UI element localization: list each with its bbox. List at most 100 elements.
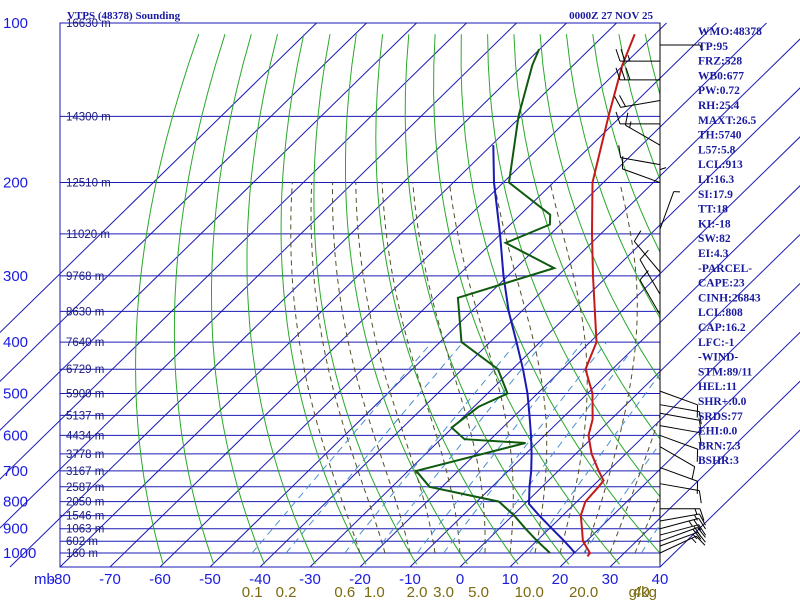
moist-adiabat — [331, 182, 411, 554]
index-entry: SRDS:77 — [698, 411, 743, 423]
height-label: 6729 m — [66, 364, 104, 376]
isotherm-line — [159, 22, 717, 568]
index-entry: FRZ:528 — [698, 56, 742, 68]
isotherm-line — [309, 87, 800, 568]
adiabat-lines — [135, 34, 660, 565]
dry-adiabat — [460, 34, 660, 554]
wind-barb — [659, 527, 706, 542]
sounding-profiles — [414, 33, 636, 558]
isotherm-line — [559, 331, 800, 568]
mixing-ratio-label: 20.0 — [569, 584, 598, 600]
index-entry: TT:18 — [698, 204, 728, 216]
temperature-tick-label: -80 — [49, 571, 71, 588]
isotherm-line — [0, 22, 467, 480]
isotherm-line — [359, 136, 800, 568]
height-label: 2050 m — [66, 497, 104, 509]
wind-barb — [659, 483, 702, 504]
wind-barbs — [614, 23, 707, 563]
isotherm-line — [0, 22, 417, 431]
index-entry: SI:17.9 — [698, 189, 733, 201]
dry-adiabat — [280, 34, 367, 565]
wind-barb — [659, 425, 702, 446]
height-label: 1546 m — [66, 511, 104, 523]
wind-barb — [659, 167, 667, 210]
isotherm-line — [109, 22, 667, 568]
wind-barb — [659, 517, 707, 531]
index-entry: EI:4.3 — [698, 248, 729, 260]
isotherm-line — [659, 429, 800, 568]
index-entry: CINH:26843 — [698, 292, 761, 304]
height-label: 4434 m — [66, 430, 104, 442]
dry-adiabat — [173, 34, 226, 565]
wind-barb — [615, 48, 660, 62]
temperature-tick-label: 20 — [552, 571, 569, 588]
mixing-ratio-line — [583, 442, 660, 554]
temperature-tick-label: -10 — [399, 571, 421, 588]
stability-indices: WMO:48378 TP:95 FRZ:528 WB0:677 PW:0.72 RH:25… — [698, 26, 762, 467]
temperature-tick-label: 40 — [652, 571, 669, 588]
dry-adiabat — [592, 34, 660, 254]
isotherm-line — [509, 282, 800, 568]
mixing-ratio-line — [528, 373, 660, 554]
dry-adiabat — [345, 34, 468, 565]
wind-barb — [614, 95, 661, 108]
wind-barb — [659, 434, 699, 462]
dry-adiabat — [539, 34, 660, 381]
height-label: 8630 m — [66, 306, 104, 318]
isotherm-line — [0, 22, 367, 382]
index-entry: CAP:16.2 — [698, 322, 746, 334]
dry-adiabat — [375, 34, 519, 565]
mixing-ratio-line — [374, 341, 545, 554]
mixing-ratio-line — [251, 341, 433, 554]
grid-lines — [0, 22, 800, 568]
index-entry: SHR+:0.0 — [698, 396, 747, 408]
pressure-unit-label: mb — [34, 571, 55, 588]
wind-barb — [659, 191, 681, 230]
index-entry: TP:95 — [698, 41, 728, 53]
pressure-tick-label: 100 — [3, 15, 28, 32]
height-label: 5137 m — [66, 410, 104, 422]
index-entry: LFC:-1 — [698, 337, 735, 349]
index-entry: L57:5.8 — [698, 144, 736, 156]
wind-barb — [660, 44, 703, 52]
wind-barb — [624, 112, 661, 146]
mixing-ratio-line — [478, 341, 639, 554]
mixing-ratio-label: 0.2 — [276, 584, 297, 600]
index-entry: -WIND- — [698, 352, 738, 364]
wind-barb — [659, 535, 706, 554]
mixing-ratio-label: 0.6 — [334, 584, 355, 600]
index-entry: BSHR:3 — [698, 455, 739, 467]
index-entry: LI:16.3 — [698, 174, 734, 186]
mixing-ratio-unit-label: g/kg — [629, 584, 657, 600]
moist-adiabat — [609, 413, 660, 554]
temperature-tick-label: -20 — [349, 571, 371, 588]
index-entry: PW:0.72 — [698, 85, 740, 97]
temperature-tick-label: -60 — [149, 571, 171, 588]
mixing-ratio-label: 1.0 — [364, 584, 385, 600]
index-entry: WMO:48378 — [698, 26, 762, 38]
chart-title: VTPS (48378) Sounding — [67, 10, 181, 22]
index-entry: TH:5740 — [698, 130, 742, 142]
wind-barb — [618, 145, 661, 166]
wind-barb — [659, 467, 699, 494]
index-entry: KI:-18 — [698, 218, 731, 230]
index-entry: STM:89/11 — [698, 366, 753, 378]
index-entry: SW:82 — [698, 233, 731, 245]
wind-barb — [633, 230, 661, 273]
wind-barb — [660, 508, 705, 521]
moist-adiabat — [355, 182, 436, 554]
mixing-ratio-label: 5.0 — [468, 584, 489, 600]
height-label: 602 m — [66, 536, 98, 548]
moist-adiabat — [310, 182, 386, 554]
wind-barb — [615, 67, 660, 81]
index-entry: WB0:677 — [698, 70, 744, 82]
wind-barb — [659, 390, 699, 418]
index-entry: MAXT:26.5 — [698, 115, 756, 127]
dry-adiabat — [487, 34, 660, 498]
pressure-tick-label: 600 — [3, 427, 28, 444]
height-label: 11020 m — [66, 229, 110, 241]
height-label: 12510 m — [66, 178, 111, 190]
isotherm-line — [209, 22, 767, 568]
